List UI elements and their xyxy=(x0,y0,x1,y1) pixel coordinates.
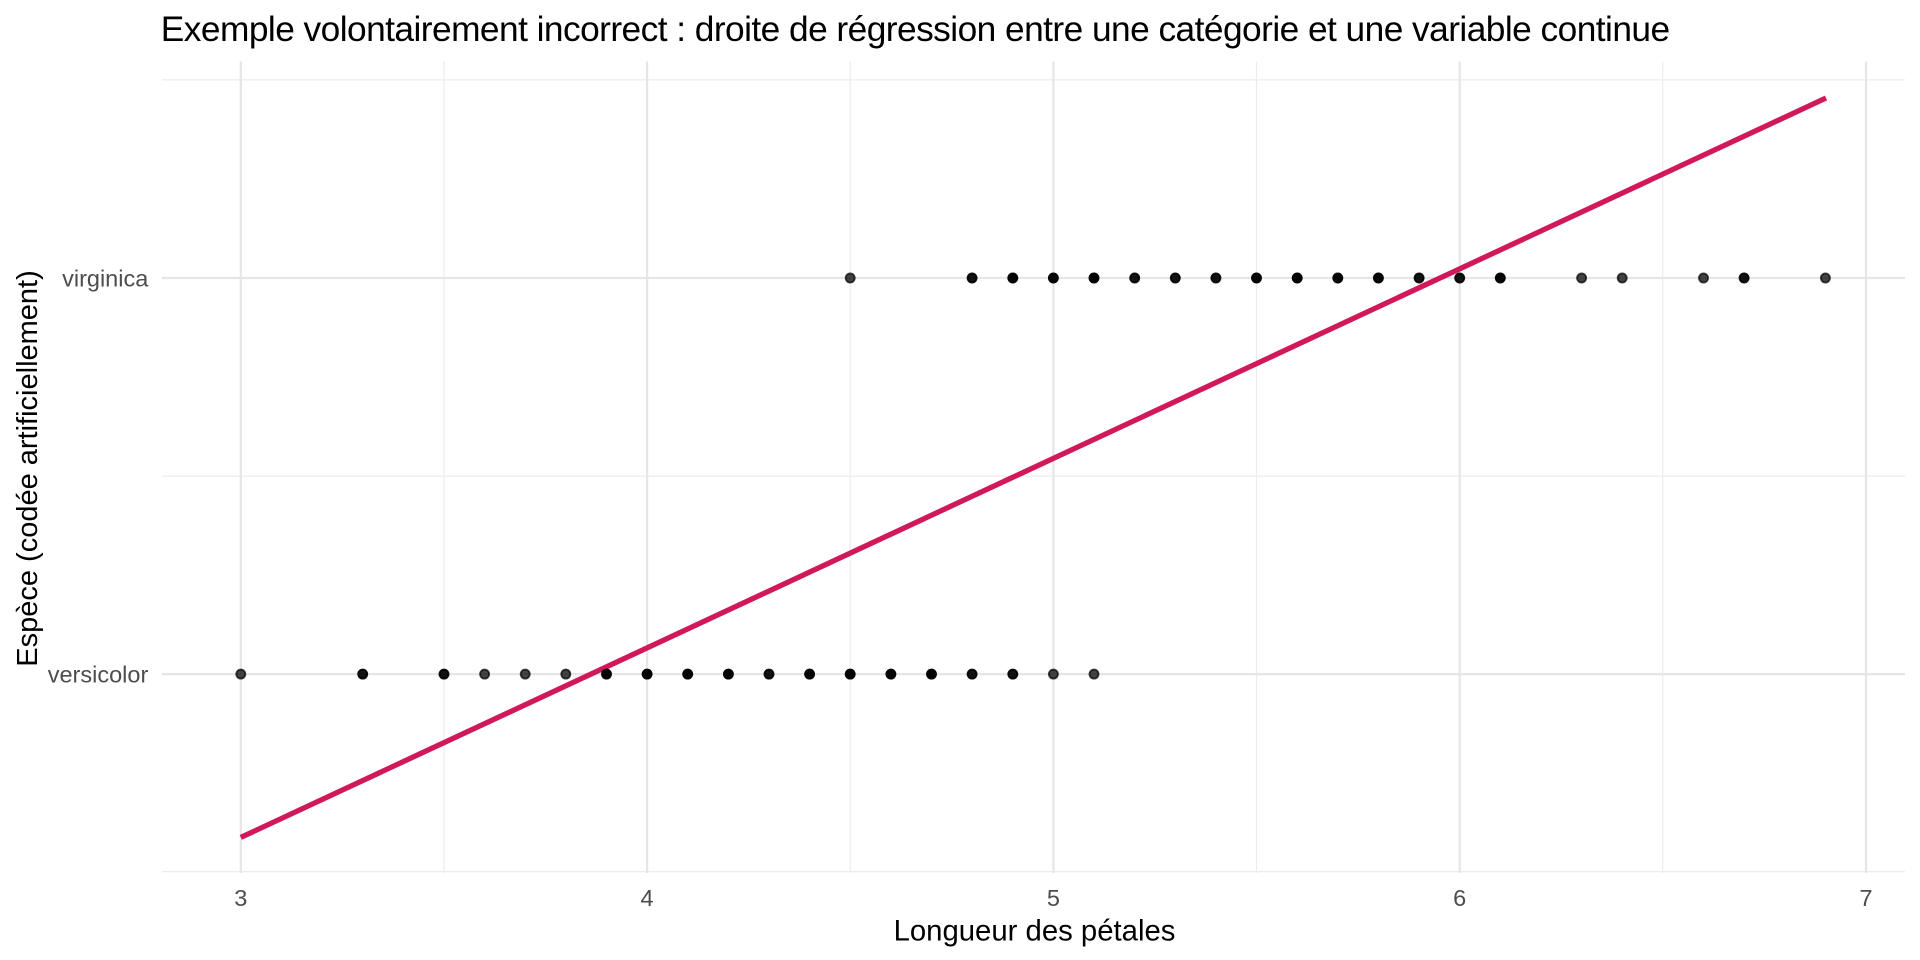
svg-text:4: 4 xyxy=(641,885,654,911)
svg-text:7: 7 xyxy=(1859,885,1872,911)
svg-text:virginica: virginica xyxy=(62,265,149,291)
svg-text:versicolor: versicolor xyxy=(48,661,149,687)
svg-text:Espèce (codée artificiellement: Espèce (codée artificiellement) xyxy=(12,270,44,667)
svg-text:5: 5 xyxy=(1047,885,1060,911)
svg-text:Longueur des pétales: Longueur des pétales xyxy=(894,914,1176,947)
svg-text:Exemple volontairement incorre: Exemple volontairement incorrect : droit… xyxy=(161,10,1670,49)
svg-text:3: 3 xyxy=(234,885,247,911)
svg-text:6: 6 xyxy=(1453,885,1466,911)
